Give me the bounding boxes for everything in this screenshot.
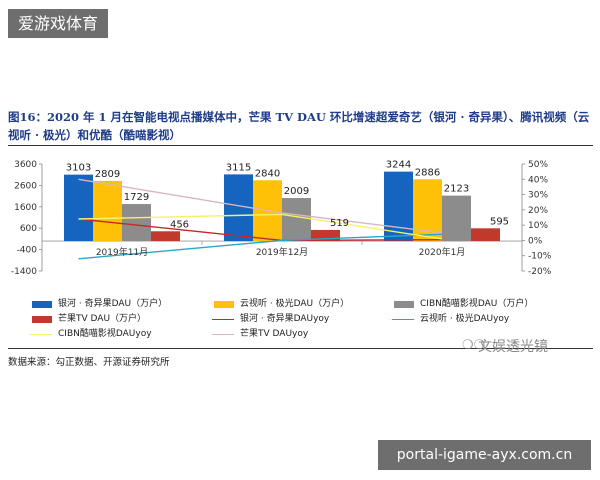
legend-line-swatch bbox=[392, 319, 414, 320]
chart-lines bbox=[78, 178, 443, 260]
bar-data-label: 2009 bbox=[284, 186, 309, 197]
line-2 bbox=[78, 213, 443, 240]
y-right-tick-label: 10% bbox=[528, 221, 548, 231]
x-category-label: 2019年11月 bbox=[96, 246, 148, 258]
legend-label: 银河 · 奇异果DAU（万户） bbox=[58, 299, 168, 309]
bar-2 bbox=[122, 204, 151, 242]
y-right-tick-label: -10% bbox=[528, 252, 552, 262]
line-1 bbox=[78, 233, 443, 260]
chart-axes: 3600 2600 1600 600 -400 -1400 50% 40% 30% 20% 10% 0… bbox=[11, 160, 552, 277]
chart-labels: 2019年11月 2019年12月 2020年1月 3103 3115 3244 2809 2… bbox=[66, 160, 509, 258]
legend-label: 云视听 · 极光DAUyoy bbox=[420, 314, 510, 324]
footer-url-badge: portal-igame-ayx.com.cn bbox=[378, 440, 591, 470]
bar-3 bbox=[151, 231, 180, 242]
legend-label: 芒果TV DAU（万户） bbox=[58, 314, 147, 324]
figure-title: 图16：2020 年 1 月在智能电视点播媒体中，芒果 TV DAU 环比增速超… bbox=[8, 110, 590, 142]
legend-label: 芒果TV DAUyoy bbox=[240, 329, 309, 339]
legend-bar-swatch bbox=[32, 316, 52, 323]
legend-bar-swatch bbox=[394, 301, 414, 308]
y-right-tick-label: 40% bbox=[528, 175, 548, 185]
y-left-tick-label: -1400 bbox=[11, 267, 37, 277]
bar-3 bbox=[311, 229, 340, 242]
y-right-tick-label: -20% bbox=[528, 267, 552, 277]
legend-label: CIBN酷喵影视DAUyoy bbox=[58, 329, 152, 339]
chart-grid bbox=[42, 240, 522, 246]
legend-line-swatch bbox=[212, 334, 234, 335]
bar-data-label: 2886 bbox=[415, 167, 440, 178]
bar-data-label: 2840 bbox=[255, 168, 280, 179]
legend-label: 银河 · 奇异果DAUyoy bbox=[240, 314, 330, 324]
chart-bars bbox=[64, 171, 500, 242]
data-source: 数据来源：勾正数据、开源证券研究所 bbox=[8, 357, 170, 368]
bar-1 bbox=[93, 180, 122, 242]
line-3 bbox=[78, 178, 443, 234]
site-banner: 爱游戏体育 bbox=[8, 9, 109, 38]
top-rule bbox=[8, 145, 593, 146]
y-left-tick-label: 2600 bbox=[14, 181, 37, 191]
legend-line-swatch bbox=[212, 319, 234, 320]
bar-data-label: 1729 bbox=[124, 192, 149, 203]
y-right-tick-label: 20% bbox=[528, 206, 548, 216]
bar-data-label: 595 bbox=[490, 216, 509, 227]
bottom-rule bbox=[8, 348, 593, 349]
watermark-text: 文娱透光镜 bbox=[478, 339, 548, 355]
bar-data-label: 3244 bbox=[386, 160, 411, 171]
y-right-tick-label: 50% bbox=[528, 160, 548, 170]
legend-label: CIBN酷喵影视DAU（万户） bbox=[420, 299, 534, 309]
x-category-label: 2019年12月 bbox=[256, 246, 308, 258]
bar-3 bbox=[471, 228, 500, 242]
dau-chart: 2019年11月 2019年12月 2020年1月 3103 3115 3244 2809 2… bbox=[11, 160, 552, 277]
bar-data-label: 519 bbox=[330, 218, 349, 229]
bar-2 bbox=[442, 195, 471, 242]
y-left-tick-label: 1600 bbox=[14, 203, 37, 213]
legend-bar-swatch bbox=[32, 301, 52, 308]
x-category-label: 2020年1月 bbox=[419, 246, 466, 258]
y-left-tick-label: 600 bbox=[20, 224, 37, 234]
bar-data-label: 3103 bbox=[66, 163, 91, 174]
bar-0 bbox=[384, 171, 413, 242]
bar-data-label: 2123 bbox=[444, 184, 469, 195]
bar-0 bbox=[64, 174, 93, 242]
bar-data-label: 2809 bbox=[95, 169, 120, 180]
chat-bubbles-icon: ❍❍ bbox=[462, 338, 486, 353]
legend-label: 云视听 · 极光DAU（万户） bbox=[240, 299, 350, 309]
bar-2 bbox=[282, 198, 311, 242]
y-left-tick-label: -400 bbox=[17, 246, 38, 256]
bar-data-label: 456 bbox=[170, 219, 189, 230]
legend-bar-swatch bbox=[214, 301, 234, 308]
y-right-tick-label: 30% bbox=[528, 191, 548, 201]
y-right-tick-label: 0% bbox=[528, 236, 543, 246]
legend-line-swatch bbox=[30, 334, 52, 335]
y-left-tick-label: 3600 bbox=[14, 160, 37, 170]
bar-data-label: 3115 bbox=[226, 162, 251, 173]
